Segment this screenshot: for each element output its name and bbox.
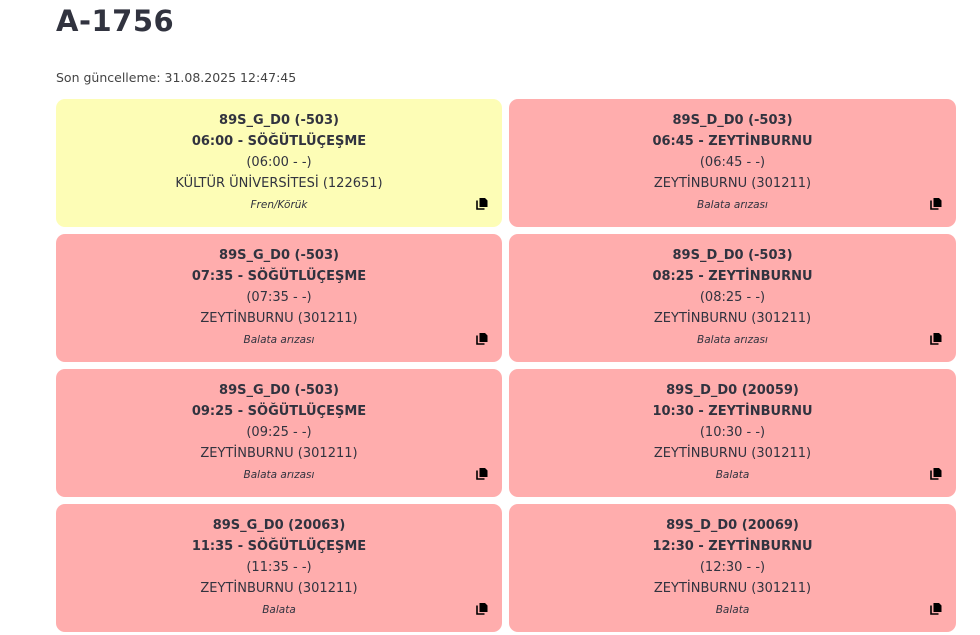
route-code: 89S_G_D0 (20063) (212, 518, 346, 533)
stop-name: ZEYTİNBURNU (301211) (653, 581, 812, 596)
trip-card: 89S_G_D0 (-503) 06:00 - SÖĞÜTLÜÇEŞME (06… (56, 99, 502, 227)
page-title: A-1756 (56, 4, 175, 38)
fault-note: Balata (262, 604, 296, 616)
copy-icon[interactable] (930, 467, 943, 480)
fault-note: Balata arızası (697, 334, 768, 346)
stop-name: ZEYTİNBURNU (301211) (653, 311, 812, 326)
departure: 07:35 - SÖĞÜTLÜÇEŞME (191, 269, 367, 284)
stop-name: ZEYTİNBURNU (301211) (200, 311, 358, 326)
trip-card: 89S_D_D0 (20059) 10:30 - ZEYTİNBURNU (10… (509, 369, 956, 497)
stop-name: ZEYTİNBURNU (301211) (653, 176, 812, 191)
route-code: 89S_G_D0 (-503) (219, 248, 339, 263)
trip-card: 89S_G_D0 (20063) 11:35 - SÖĞÜTLÜÇEŞME (1… (56, 504, 502, 632)
time-range: (07:35 - -) (246, 290, 312, 305)
trip-card: 89S_D_D0 (20069) 12:30 - ZEYTİNBURNU (12… (509, 504, 956, 632)
copy-icon[interactable] (930, 197, 943, 210)
time-range: (08:25 - -) (699, 290, 766, 305)
route-code: 89S_D_D0 (-503) (672, 248, 793, 263)
time-range: (06:00 - -) (246, 155, 312, 170)
route-code: 89S_G_D0 (-503) (219, 383, 339, 398)
stop-name: ZEYTİNBURNU (301211) (200, 446, 358, 461)
fault-note: Balata arızası (243, 334, 315, 346)
fault-note: Balata arızası (243, 469, 315, 481)
time-range: (11:35 - -) (246, 560, 312, 575)
trip-card: 89S_G_D0 (-503) 07:35 - SÖĞÜTLÜÇEŞME (07… (56, 234, 502, 362)
last-updated: Son güncelleme: 31.08.2025 12:47:45 (56, 70, 297, 85)
departure: 08:25 - ZEYTİNBURNU (652, 269, 813, 284)
fault-note: Balata (715, 469, 750, 481)
trip-grid: 89S_G_D0 (-503) 06:00 - SÖĞÜTLÜÇEŞME (06… (56, 99, 956, 632)
departure: 06:45 - ZEYTİNBURNU (652, 134, 813, 149)
fault-note: Balata (715, 604, 750, 616)
copy-icon[interactable] (930, 602, 943, 615)
departure: 12:30 - ZEYTİNBURNU (652, 539, 813, 554)
copy-icon[interactable] (476, 602, 489, 615)
copy-icon[interactable] (476, 197, 489, 210)
fault-note: Balata arızası (697, 199, 768, 211)
time-range: (10:30 - -) (699, 425, 766, 440)
departure: 11:35 - SÖĞÜTLÜÇEŞME (191, 539, 367, 554)
time-range: (06:45 - -) (699, 155, 766, 170)
stop-name: KÜLTÜR ÜNİVERSİTESİ (122651) (175, 176, 383, 191)
route-code: 89S_D_D0 (20059) (666, 383, 799, 398)
stop-name: ZEYTİNBURNU (301211) (653, 446, 812, 461)
copy-icon[interactable] (476, 467, 489, 480)
departure: 06:00 - SÖĞÜTLÜÇEŞME (191, 134, 367, 149)
departure: 09:25 - SÖĞÜTLÜÇEŞME (191, 404, 367, 419)
trip-card: 89S_D_D0 (-503) 08:25 - ZEYTİNBURNU (08:… (509, 234, 956, 362)
departure: 10:30 - ZEYTİNBURNU (652, 404, 813, 419)
route-code: 89S_D_D0 (-503) (672, 113, 793, 128)
trip-card: 89S_D_D0 (-503) 06:45 - ZEYTİNBURNU (06:… (509, 99, 956, 227)
fault-note: Fren/Körük (250, 199, 308, 211)
route-code: 89S_G_D0 (-503) (219, 113, 339, 128)
time-range: (09:25 - -) (246, 425, 312, 440)
copy-icon[interactable] (930, 332, 943, 345)
stop-name: ZEYTİNBURNU (301211) (200, 581, 358, 596)
trip-card: 89S_G_D0 (-503) 09:25 - SÖĞÜTLÜÇEŞME (09… (56, 369, 502, 497)
time-range: (12:30 - -) (699, 560, 766, 575)
copy-icon[interactable] (476, 332, 489, 345)
route-code: 89S_D_D0 (20069) (666, 518, 799, 533)
